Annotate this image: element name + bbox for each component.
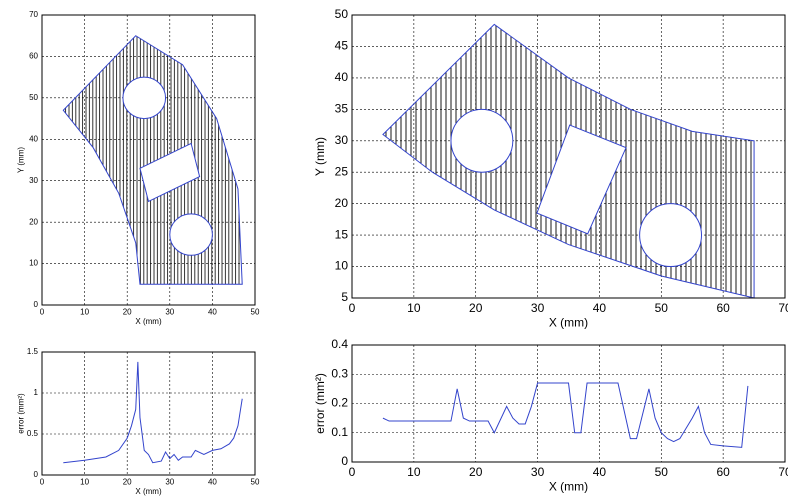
x-tick-label: 10 (80, 307, 89, 316)
x-tick-label: 40 (593, 465, 607, 479)
y-axis-label: error (mm²) (16, 393, 25, 434)
x-tick-label: 50 (251, 477, 260, 486)
y-tick-label: 20 (29, 217, 38, 226)
y-tick-label: 0.4 (331, 337, 348, 351)
y-tick-label: 30 (335, 133, 349, 147)
x-tick-label: 10 (407, 301, 421, 315)
panel: 0 10 20 30 40 50 60 70 0 0.1 0.2 0.3 0.4 X (mm) error … (313, 337, 788, 493)
y-tick-label: 25 (335, 164, 349, 178)
axes-box (351, 14, 786, 299)
x-tick-label: 0 (349, 301, 356, 315)
line (382, 382, 749, 448)
y-tick-label: 40 (29, 134, 38, 143)
y-tick-label: 5 (341, 290, 348, 304)
y-tick-label: 1.5 (27, 347, 39, 356)
y-tick-label: 50 (335, 7, 349, 21)
axes-box (41, 351, 256, 476)
x-tick-label: 0 (349, 465, 356, 479)
y-tick-label: 20 (335, 196, 349, 210)
x-tick-label: 40 (593, 301, 607, 315)
y-tick-label: 45 (335, 39, 349, 53)
x-tick-label: 60 (716, 465, 730, 479)
x-tick-label: 30 (531, 465, 545, 479)
x-tick-label: 30 (531, 301, 545, 315)
panel: 0 10 20 30 40 50 0 0.5 1 1.5 X (mm) error (mm²) (16, 347, 260, 496)
y-tick-label: 50 (29, 93, 38, 102)
plot-area (42, 352, 255, 475)
y-tick-label: 0 (34, 300, 39, 309)
y-tick-label: 40 (335, 70, 349, 84)
x-tick-label: 10 (80, 477, 89, 486)
x-tick-label: 60 (716, 301, 730, 315)
y-tick-label: 35 (335, 102, 349, 116)
y-tick-label: 0 (341, 454, 348, 468)
x-tick-label: 20 (469, 301, 483, 315)
y-tick-label: 0.5 (27, 429, 39, 438)
x-tick-label: 0 (40, 307, 45, 316)
line (63, 361, 243, 464)
x-axis-label: X (mm) (135, 487, 162, 496)
y-axis-label: error (mm²) (313, 373, 327, 434)
x-tick-label: 10 (407, 465, 421, 479)
circle-hole (122, 76, 167, 120)
y-tick-label: 0.1 (331, 425, 348, 439)
rect-hole (536, 124, 627, 235)
rect-hole (139, 142, 201, 203)
x-tick-label: 20 (469, 465, 483, 479)
x-axis-label: X (mm) (549, 315, 588, 329)
x-axis-label: X (mm) (549, 479, 588, 493)
y-tick-label: 60 (29, 52, 38, 61)
y-tick-label: 70 (29, 10, 38, 19)
y-tick-label: 10 (335, 259, 349, 273)
x-tick-label: 50 (655, 301, 669, 315)
y-axis-label: Y (mm) (313, 137, 327, 176)
x-tick-label: 50 (251, 307, 260, 316)
axes-box (41, 14, 256, 306)
panel: 0 10 20 30 40 50 0 10 20 30 40 50 60 70 X (mm) Y (mm) (16, 10, 260, 326)
y-tick-label: 0 (34, 470, 39, 479)
x-tick-label: 70 (778, 465, 788, 479)
x-tick-label: 20 (123, 307, 132, 316)
x-tick-label: 40 (208, 477, 217, 486)
x-axis-label: X (mm) (135, 317, 162, 326)
x-tick-label: 70 (778, 301, 788, 315)
y-tick-label: 1 (34, 388, 39, 397)
x-tick-label: 0 (40, 477, 45, 486)
y-axis-label: Y (mm) (16, 147, 25, 173)
axes-box (351, 344, 786, 463)
x-tick-label: 20 (123, 477, 132, 486)
y-tick-label: 0.2 (331, 396, 348, 410)
y-tick-label: 15 (335, 227, 349, 241)
x-tick-label: 30 (165, 307, 174, 316)
panel: 0 10 20 30 40 50 60 70 5 10 15 20 25 30 35 40 45 50 X (mm)… (313, 7, 788, 329)
circle-hole (639, 203, 702, 268)
y-tick-label: 0.3 (331, 366, 348, 380)
circle-hole (169, 213, 213, 256)
x-tick-label: 50 (655, 465, 669, 479)
x-tick-label: 30 (165, 477, 174, 486)
y-tick-label: 10 (29, 259, 38, 268)
x-tick-label: 40 (208, 307, 217, 316)
y-tick-label: 30 (29, 176, 38, 185)
circle-hole (450, 108, 514, 173)
